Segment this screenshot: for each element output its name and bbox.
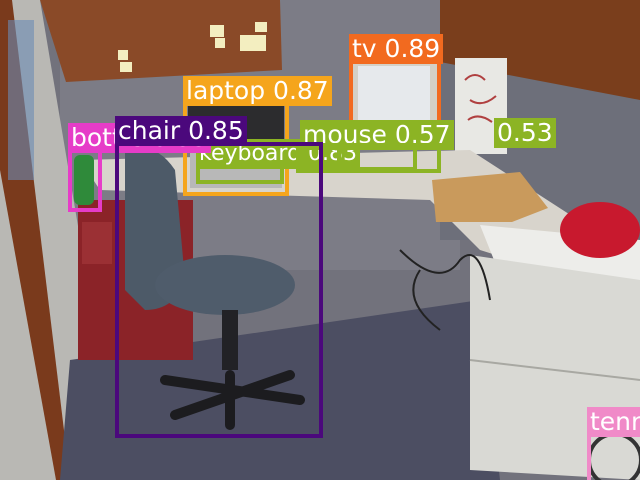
laptop-detection-label: laptop 0.87 [183,76,332,106]
tennis-racket-detection-box [587,433,640,480]
chair-detection-box [115,142,323,438]
object-053-detection-label: 0.53 [494,118,556,148]
chair-detection-label: chair 0.85 [115,116,247,146]
tennis-racket-detection-label: tennis racket [587,407,640,437]
object-053-detection-box [296,143,441,173]
tv-detection-label: tv 0.89 [349,34,444,64]
bottle-detection-box [68,148,102,212]
